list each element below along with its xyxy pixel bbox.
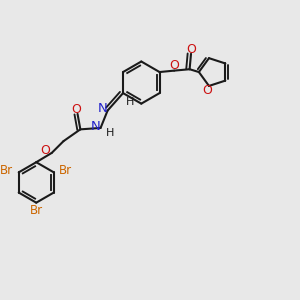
- Text: H: H: [126, 97, 134, 106]
- Text: N: N: [91, 120, 101, 133]
- Text: O: O: [202, 85, 212, 98]
- Text: N: N: [98, 102, 108, 115]
- Text: O: O: [40, 144, 50, 157]
- Text: H: H: [105, 128, 114, 138]
- Text: O: O: [71, 103, 81, 116]
- Text: O: O: [169, 59, 179, 72]
- Text: Br: Br: [59, 164, 72, 177]
- Text: Br: Br: [29, 204, 43, 217]
- Text: O: O: [186, 43, 196, 56]
- Text: Br: Br: [0, 164, 14, 177]
